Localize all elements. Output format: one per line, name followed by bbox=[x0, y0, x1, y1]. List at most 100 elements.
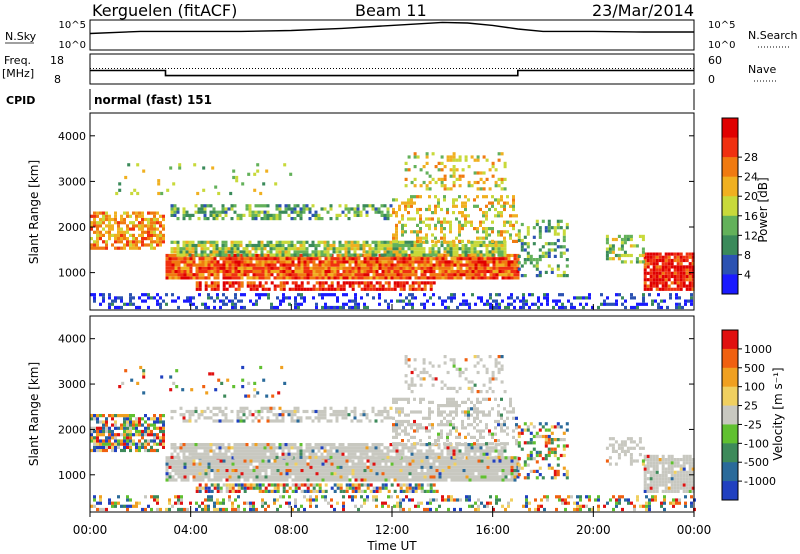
heatmap-cell bbox=[359, 455, 363, 459]
heatmap-cell bbox=[309, 266, 313, 270]
heatmap-cell bbox=[467, 250, 471, 254]
heatmap-cell bbox=[254, 250, 258, 254]
heatmap-cell bbox=[197, 243, 201, 248]
heatmap-cell bbox=[462, 302, 465, 306]
heatmap-cell bbox=[335, 213, 339, 217]
heatmap-cell bbox=[221, 446, 225, 450]
heatmap-cell bbox=[363, 281, 367, 285]
heatmap-cell bbox=[254, 247, 258, 251]
heatmap-cell bbox=[204, 489, 208, 493]
heatmap-cell bbox=[492, 305, 495, 310]
heatmap-cell bbox=[535, 274, 539, 278]
heatmap-cell bbox=[479, 452, 483, 456]
heatmap-cell bbox=[520, 222, 524, 227]
heatmap-cell bbox=[455, 236, 458, 240]
heatmap-cell bbox=[264, 468, 268, 473]
heatmap-cell bbox=[117, 433, 120, 437]
heatmap-cell bbox=[673, 255, 677, 259]
heatmap-cell bbox=[126, 417, 129, 421]
heatmap-cell bbox=[191, 452, 195, 456]
heatmap-cell bbox=[497, 443, 501, 447]
heatmap-cell bbox=[248, 455, 252, 459]
heatmap-cell bbox=[297, 468, 301, 473]
heatmap-cell bbox=[284, 446, 288, 450]
heatmap-cell bbox=[189, 456, 193, 460]
heatmap-cell bbox=[453, 263, 457, 267]
heatmap-cell bbox=[470, 220, 473, 224]
heatmap-cell bbox=[353, 455, 357, 459]
heatmap-cell bbox=[477, 263, 481, 267]
heatmap-cell bbox=[372, 468, 376, 473]
heatmap-cell bbox=[359, 449, 363, 453]
heatmap-cell bbox=[408, 269, 412, 274]
heatmap-cell bbox=[392, 207, 395, 212]
heatmap-cell bbox=[177, 263, 181, 267]
heatmap-cell bbox=[474, 456, 478, 460]
heatmap-cell bbox=[237, 263, 241, 267]
heatmap-cell bbox=[500, 214, 503, 218]
heatmap-cell bbox=[404, 250, 408, 254]
heatmap-cell bbox=[318, 486, 322, 490]
heatmap-cell bbox=[342, 459, 346, 463]
heatmap-cell bbox=[111, 299, 114, 303]
heatmap-cell bbox=[351, 486, 355, 490]
heatmap-cell bbox=[417, 462, 421, 466]
heatmap-cell bbox=[456, 465, 460, 469]
heatmap-cell bbox=[263, 449, 267, 453]
heatmap-cell bbox=[144, 237, 147, 241]
heatmap-cell bbox=[399, 486, 403, 490]
heatmap-cell bbox=[342, 462, 346, 466]
heatmap-cell bbox=[652, 268, 656, 272]
heatmap-cell bbox=[664, 281, 668, 285]
heatmap-cell bbox=[438, 273, 442, 277]
heatmap-cell bbox=[519, 299, 522, 303]
heatmap-cell bbox=[459, 456, 463, 460]
heatmap-cell bbox=[108, 233, 111, 237]
heatmap-cell bbox=[638, 234, 642, 238]
heatmap-cell bbox=[494, 455, 498, 459]
heatmap-cell bbox=[147, 442, 150, 446]
heatmap-cell bbox=[449, 253, 453, 257]
heatmap-cell bbox=[281, 409, 285, 414]
heatmap-cell bbox=[690, 296, 693, 300]
heatmap-cell bbox=[216, 465, 220, 469]
heatmap-cell bbox=[452, 452, 456, 456]
heatmap-cell bbox=[138, 433, 141, 437]
heatmap-cell bbox=[480, 478, 484, 482]
heatmap-cell bbox=[438, 462, 442, 466]
heatmap-cell bbox=[273, 475, 277, 479]
heatmap-cell bbox=[515, 233, 518, 237]
heatmap-cell bbox=[456, 459, 460, 463]
heatmap-cell bbox=[344, 204, 348, 208]
heatmap-cell bbox=[381, 465, 385, 469]
heatmap-cell bbox=[440, 177, 444, 181]
heatmap-cell bbox=[675, 293, 678, 297]
heatmap-cell bbox=[494, 168, 498, 172]
heatmap-cell bbox=[446, 449, 450, 453]
heatmap-cell bbox=[425, 223, 428, 227]
heatmap-cell bbox=[501, 478, 505, 482]
heatmap-cell bbox=[348, 478, 352, 482]
heatmap-cell bbox=[405, 465, 409, 469]
heatmap-cell bbox=[428, 247, 432, 251]
heatmap-cell bbox=[417, 266, 421, 270]
heatmap-cell bbox=[378, 257, 382, 261]
heatmap-cell bbox=[176, 243, 180, 248]
heatmap-cell bbox=[381, 475, 385, 479]
heatmap-cell bbox=[447, 269, 451, 274]
heatmap-cell bbox=[281, 250, 285, 254]
heatmap-cell bbox=[444, 273, 448, 277]
heatmap-cell bbox=[171, 266, 175, 270]
heatmap-cell bbox=[501, 459, 505, 463]
heatmap-cell bbox=[459, 462, 463, 466]
heatmap-cell bbox=[446, 446, 450, 450]
heatmap-cell bbox=[468, 269, 472, 274]
heatmap-cell bbox=[308, 217, 312, 221]
heatmap-cell bbox=[194, 449, 198, 453]
heatmap-cell bbox=[470, 446, 474, 450]
heatmap-cell bbox=[377, 247, 381, 251]
heatmap-cell bbox=[236, 253, 240, 257]
heatmap-cell bbox=[467, 443, 471, 447]
heatmap-cell bbox=[525, 299, 528, 303]
heatmap-cell bbox=[652, 281, 656, 285]
